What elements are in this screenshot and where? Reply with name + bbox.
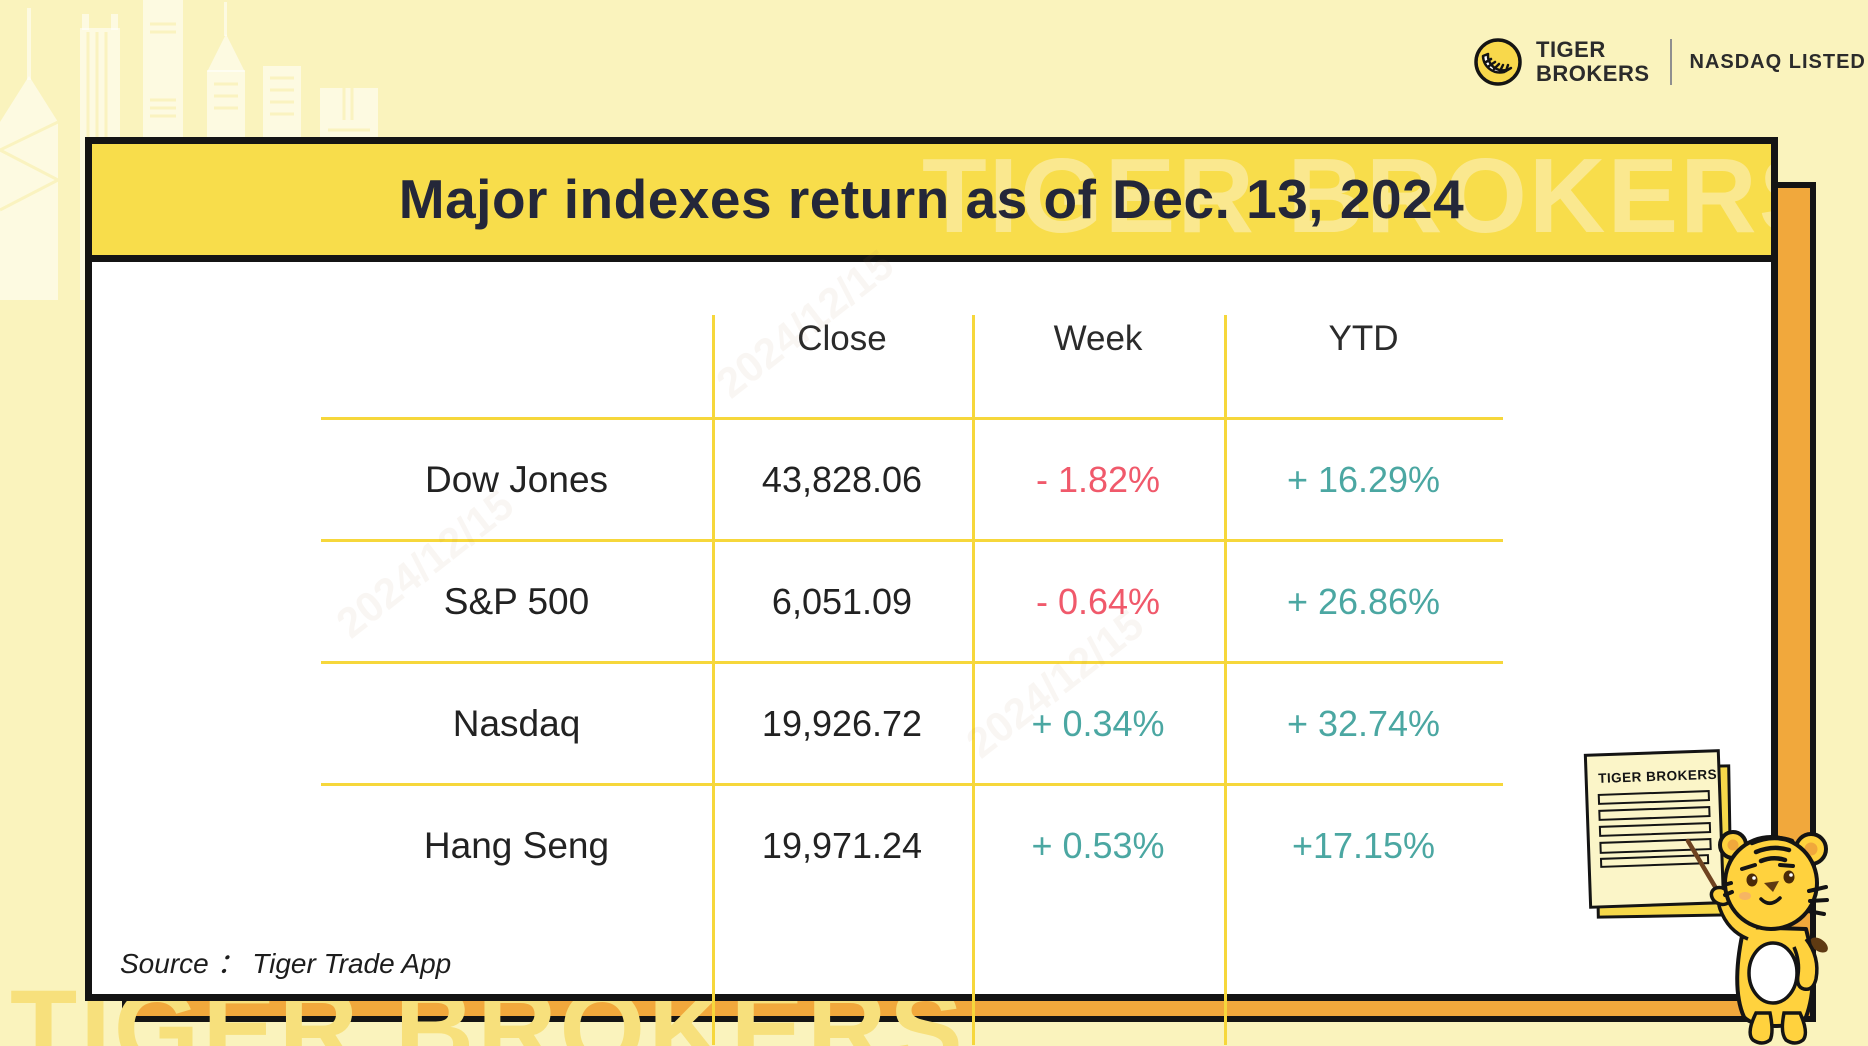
pointer-stick — [1685, 838, 1723, 898]
index-name: Nasdaq — [452, 702, 581, 744]
week-change: + 0.53% — [1031, 824, 1165, 866]
brand-name: TIGER BROKERS — [1536, 38, 1650, 86]
index-table-card: TIGER BROKERS Major indexes return as of… — [85, 137, 1778, 1045]
table-row: S&P 500 6,051.09 - 0.64% + 26.86% — [321, 539, 1503, 661]
tiger-belly — [1747, 941, 1799, 1005]
column-header-week: Week — [1053, 318, 1143, 358]
tiger-forehead-stripes — [1749, 835, 1795, 864]
index-table: Close Week YTD Dow Jones 43,828.06 - 1.8… — [321, 260, 1503, 905]
ytd-change: + 32.74% — [1286, 702, 1441, 744]
close-value: 43,828.06 — [761, 458, 923, 500]
report-title: TIGER BROKERS — [1598, 767, 1717, 786]
title-bar: TIGER BROKERS Major indexes return as of… — [92, 144, 1771, 262]
tiger-smile — [1759, 896, 1782, 905]
close-value: 19,926.72 — [761, 702, 923, 744]
brand-lockup: TIGER BROKERS NASDAQ LISTED — [1472, 36, 1866, 88]
page-title: Major indexes return as of Dec. 13, 2024 — [398, 168, 1465, 230]
index-name: Dow Jones — [424, 458, 609, 500]
tiger-legs — [1748, 1011, 1808, 1045]
brand-divider — [1669, 39, 1672, 85]
table-divider — [1224, 315, 1227, 1045]
column-header-ytd: YTD — [1328, 318, 1399, 358]
ytd-change: + 16.29% — [1286, 458, 1441, 500]
table-row: Nasdaq 19,926.72 + 0.34% + 32.74% — [321, 661, 1503, 783]
tiger-eyes — [1740, 863, 1795, 887]
close-value: 6,051.09 — [771, 580, 913, 622]
brand-name-line1: TIGER — [1536, 37, 1606, 62]
source-note: Source ： Tiger Trade App — [120, 948, 452, 979]
column-header-close: Close — [797, 318, 887, 358]
table-header-row: Close Week YTD — [321, 260, 1503, 417]
nasdaq-listed-label: NASDAQ LISTED — [1689, 50, 1866, 73]
week-change: - 1.82% — [1035, 458, 1161, 500]
header-watermark: TIGER BROKERS — [922, 144, 1771, 255]
week-change: + 0.34% — [1031, 702, 1165, 744]
table-row: Hang Seng 19,971.24 + 0.53% +17.15% — [321, 783, 1503, 905]
index-name: S&P 500 — [443, 580, 590, 622]
tiger-cheek-stripes — [1722, 881, 1829, 916]
table-divider — [712, 315, 715, 1045]
tiger-mascot: TIGER BROKERS — [1583, 749, 1829, 1045]
tiger-logo-icon — [1474, 38, 1522, 86]
table-row: Dow Jones 43,828.06 - 1.82% + 16.29% — [321, 417, 1503, 539]
tiger-arm-down — [1792, 937, 1819, 992]
ytd-change: + 26.86% — [1286, 580, 1441, 622]
index-name: Hang Seng — [423, 824, 610, 866]
tiger-nose — [1764, 881, 1779, 892]
report-front-sheet: TIGER BROKERS — [1583, 749, 1726, 909]
tiger-tail-tip — [1810, 937, 1828, 953]
close-value: 19,971.24 — [761, 824, 923, 866]
table-divider — [972, 315, 975, 1045]
brand-name-line2: BROKERS — [1536, 61, 1650, 86]
tiger-blush — [1739, 892, 1751, 900]
header-spacer — [321, 260, 712, 417]
week-change: - 0.64% — [1035, 580, 1161, 622]
ytd-change: +17.15% — [1291, 824, 1436, 866]
